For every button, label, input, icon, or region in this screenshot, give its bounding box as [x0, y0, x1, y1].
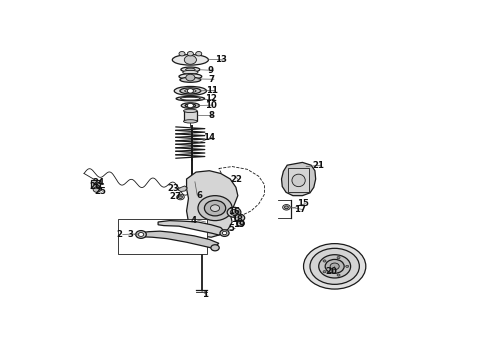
Text: 3: 3	[128, 230, 134, 239]
Circle shape	[198, 195, 232, 221]
Text: 7: 7	[208, 75, 214, 84]
Text: 6: 6	[197, 190, 203, 199]
Polygon shape	[137, 231, 219, 248]
Text: 26: 26	[90, 182, 101, 191]
Ellipse shape	[181, 103, 199, 108]
Text: 2: 2	[116, 230, 122, 239]
Circle shape	[178, 195, 182, 198]
Ellipse shape	[185, 104, 196, 107]
Circle shape	[211, 245, 219, 251]
Text: 1: 1	[202, 291, 208, 300]
Circle shape	[211, 205, 220, 211]
Ellipse shape	[180, 97, 200, 100]
Bar	[288, 168, 309, 192]
Circle shape	[196, 51, 202, 56]
Ellipse shape	[184, 120, 197, 123]
Ellipse shape	[180, 77, 201, 82]
Text: 24: 24	[92, 178, 104, 187]
Circle shape	[323, 260, 326, 262]
Circle shape	[93, 187, 101, 192]
Circle shape	[177, 194, 184, 200]
Text: 25: 25	[95, 187, 107, 196]
Circle shape	[136, 231, 147, 238]
Circle shape	[323, 271, 326, 273]
Text: 22: 22	[230, 175, 242, 184]
Circle shape	[235, 214, 245, 221]
Text: 20: 20	[325, 267, 337, 276]
Bar	[184, 111, 197, 121]
Text: 16: 16	[228, 207, 240, 216]
Circle shape	[237, 221, 245, 226]
Circle shape	[337, 274, 340, 276]
Ellipse shape	[186, 68, 195, 71]
Ellipse shape	[176, 96, 205, 101]
Circle shape	[187, 51, 194, 56]
Text: 10: 10	[204, 100, 217, 109]
Polygon shape	[158, 221, 224, 235]
Text: 8: 8	[208, 111, 214, 120]
Text: 15: 15	[297, 199, 309, 208]
Circle shape	[337, 257, 340, 259]
Text: 13: 13	[215, 55, 227, 64]
Circle shape	[138, 233, 144, 237]
Ellipse shape	[180, 88, 201, 94]
Text: 18: 18	[231, 215, 244, 224]
Text: 4: 4	[190, 216, 196, 225]
Text: 17: 17	[294, 205, 307, 214]
Polygon shape	[178, 186, 187, 192]
Circle shape	[285, 206, 288, 209]
Ellipse shape	[185, 89, 196, 93]
Circle shape	[220, 230, 229, 237]
Text: 12: 12	[205, 94, 217, 103]
Circle shape	[318, 255, 351, 278]
Polygon shape	[187, 171, 238, 237]
Text: 11: 11	[206, 86, 219, 95]
Circle shape	[222, 231, 227, 235]
Bar	[189, 176, 196, 180]
Ellipse shape	[184, 109, 197, 112]
Circle shape	[204, 201, 226, 216]
Text: 9: 9	[207, 66, 214, 75]
Circle shape	[179, 51, 185, 56]
Text: 19: 19	[233, 220, 245, 229]
Ellipse shape	[181, 67, 200, 72]
Circle shape	[187, 103, 194, 108]
Circle shape	[330, 263, 339, 270]
Ellipse shape	[179, 74, 202, 79]
Bar	[91, 180, 100, 188]
Circle shape	[187, 89, 194, 93]
Text: 21: 21	[313, 161, 325, 170]
Text: 27: 27	[169, 192, 181, 201]
Circle shape	[227, 207, 241, 217]
Circle shape	[325, 260, 344, 273]
Ellipse shape	[292, 174, 305, 186]
Circle shape	[345, 265, 349, 267]
Bar	[118, 219, 207, 254]
Text: 5: 5	[228, 224, 234, 233]
Circle shape	[230, 210, 238, 215]
Circle shape	[303, 244, 366, 289]
Ellipse shape	[172, 55, 208, 65]
Ellipse shape	[183, 70, 198, 74]
Ellipse shape	[174, 86, 206, 95]
Text: 23: 23	[167, 184, 179, 193]
Circle shape	[283, 204, 290, 210]
Circle shape	[186, 74, 195, 81]
Circle shape	[184, 55, 196, 64]
Polygon shape	[281, 162, 316, 195]
Circle shape	[310, 248, 359, 284]
Text: 14: 14	[203, 133, 216, 142]
